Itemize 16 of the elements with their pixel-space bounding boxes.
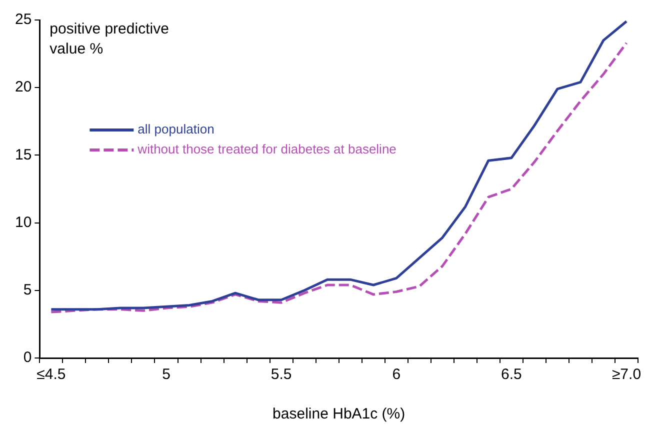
x-tick-label: ≤4.5 — [36, 366, 66, 384]
y-tick-label: 20 — [14, 78, 32, 96]
x-tick-label: 6.5 — [501, 366, 522, 384]
x-axis-title: baseline HbA1c (%) — [272, 406, 406, 423]
x-tick-label: ≥7.0 — [612, 366, 642, 384]
legend-label: all population — [138, 122, 214, 137]
y-tick-label: 0 — [23, 349, 32, 366]
legend-label: without those treated for diabetes at baseline — [136, 142, 396, 157]
y-axis-title: positive predictive value % — [50, 20, 169, 58]
y-tick-label: 5 — [23, 282, 32, 299]
y-tick-label: 15 — [14, 146, 32, 164]
x-tick-label: 5.5 — [270, 366, 292, 384]
y-tick-label: 10 — [14, 214, 32, 231]
x-tick-label: 6 — [392, 366, 401, 384]
y-tick-label: 25 — [14, 11, 32, 28]
x-tick-label: 5 — [162, 366, 170, 384]
